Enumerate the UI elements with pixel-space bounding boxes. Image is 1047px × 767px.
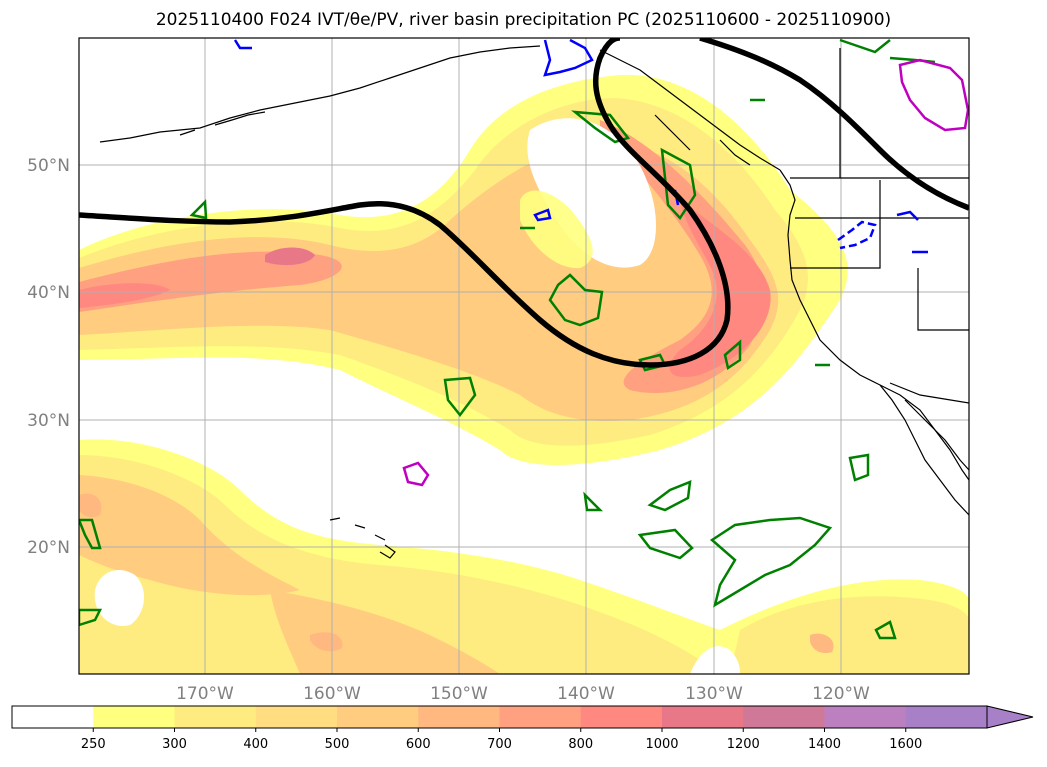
graticule	[79, 38, 969, 674]
colorbar-swatch	[743, 706, 825, 728]
pv-green-14	[189, 199, 208, 220]
lon-label-150w: 150°W	[430, 684, 488, 704]
pv-blue-5	[896, 210, 928, 254]
pv-contours	[79, 38, 969, 640]
colorbar-label: 500	[325, 737, 350, 752]
ivt-region-south-300	[79, 455, 700, 674]
colorbar-label: 600	[406, 737, 431, 752]
pv-magenta-2	[402, 461, 430, 487]
pv-blue-1	[543, 38, 594, 77]
pv-green-17	[520, 98, 830, 367]
colorbar-swatch	[499, 706, 582, 728]
colorbar-label: 1200	[727, 737, 760, 752]
map-border	[78, 37, 970, 675]
ivt-region-south-700b	[310, 632, 343, 652]
colorbar-swatch	[905, 706, 988, 728]
colorbar: 250 300 400 500 600 700 800 1000 1200 1400 1600	[11, 705, 1034, 752]
colorbar-swatch	[93, 706, 175, 728]
colorbar-swatch	[337, 706, 419, 728]
pv-green-10	[848, 453, 870, 482]
lat-label-50: 50°N	[27, 156, 70, 176]
colorbar-label: 300	[162, 737, 187, 752]
pv-green-9	[79, 608, 103, 627]
lat-label-30: 30°N	[27, 411, 70, 431]
pv-green-6	[637, 528, 694, 560]
colorbar-extend-arrow	[986, 705, 1034, 729]
ivt-region-main-1000b	[265, 247, 315, 266]
ivt-hole-loop	[527, 118, 657, 268]
ivt-region-south-500	[79, 475, 300, 596]
coast-aleutians	[179, 111, 266, 136]
border-us-mexico	[889, 382, 969, 404]
ivt-region-main-1000	[669, 200, 771, 378]
colorbar-label: 400	[243, 737, 268, 752]
pv-green-5	[709, 516, 833, 608]
pv-green-11	[874, 620, 897, 640]
jet-line-east	[699, 38, 969, 211]
pv-blue-2	[233, 39, 252, 50]
pv-magenta-1	[898, 58, 969, 132]
lon-label-160w: 160°W	[303, 684, 361, 704]
colorbar-label: 1400	[808, 737, 841, 752]
pv-green-7	[647, 480, 692, 512]
border-states-2	[879, 180, 969, 331]
colorbar-label: 250	[81, 737, 106, 752]
ivt-hole-south-mid	[690, 646, 740, 674]
ivt-loop-inner-yellow	[520, 190, 593, 269]
colorbar-swatch	[174, 706, 257, 728]
lat-label-40: 40°N	[27, 283, 70, 303]
colorbar-swatch	[418, 706, 500, 728]
pv-blue-3	[533, 208, 552, 222]
hawaii-islands	[329, 517, 396, 559]
colorbar-label: 800	[568, 737, 593, 752]
pv-green-1	[548, 273, 604, 327]
lon-label-140w: 140°W	[557, 684, 615, 704]
pv-green-12	[723, 339, 742, 371]
coast-alaska-se	[599, 49, 781, 171]
latitude-labels: 50°N 40°N 30°N 20°N	[27, 156, 70, 558]
ivt-region-main-1000c	[79, 283, 170, 308]
colorbar-swatch	[580, 706, 663, 728]
colorbar-swatch	[255, 706, 338, 728]
lon-label-170w: 170°W	[176, 684, 234, 704]
colorbar-label: 1000	[645, 737, 678, 752]
longitude-labels: 170°W 160°W 150°W 140°W 130°W 120°W	[176, 684, 870, 704]
lon-label-120w: 120°W	[812, 684, 870, 704]
map-title: 2025110400 F024 IVT/θe/PV, river basin p…	[155, 10, 892, 30]
lon-label-130w: 130°W	[685, 684, 743, 704]
colorbar-swatch	[662, 706, 744, 728]
colorbar-label: 1600	[889, 737, 922, 752]
lat-label-20: 20°N	[27, 538, 70, 558]
coast-baja	[879, 384, 969, 516]
colorbar-swatch	[12, 706, 94, 728]
colorbar-label: 700	[487, 737, 512, 752]
pv-green-13	[583, 491, 604, 512]
theta-e-contour	[79, 38, 969, 368]
colorbar-labels: 250 300 400 500 600 700 800 1000 1200 1400 1600	[81, 728, 922, 752]
colorbar-swatch	[824, 706, 907, 728]
coast-baja-gulf	[904, 399, 969, 471]
coast-bc-islands	[654, 114, 751, 166]
jet-line-main	[79, 38, 731, 368]
ivt-region-south-500b	[270, 590, 500, 674]
pv-green-2	[443, 376, 477, 418]
colorbar-swatches	[12, 706, 988, 728]
pv-green-8	[79, 518, 102, 550]
coast-alaska-south	[99, 45, 541, 143]
ivt-region-south-300b	[730, 596, 969, 674]
pv-blue-4	[837, 220, 877, 250]
ivt-region-south-700	[79, 493, 102, 518]
ivt-hole-south	[94, 570, 145, 626]
coastlines	[99, 45, 969, 559]
border-states-1	[790, 217, 881, 269]
ivt-region-south-700c	[810, 633, 834, 654]
